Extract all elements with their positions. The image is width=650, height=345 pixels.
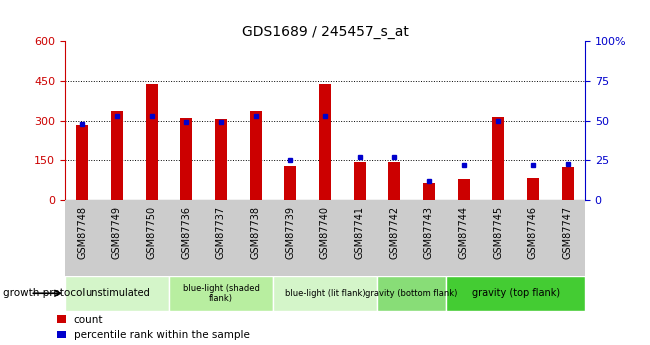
Bar [65,276,169,310]
Text: GSM87741: GSM87741 [355,206,365,259]
Bar [76,125,88,200]
Bar [388,162,400,200]
Text: GSM87737: GSM87737 [216,206,226,259]
Bar [319,84,331,200]
Bar [180,118,192,200]
Text: GSM87749: GSM87749 [112,206,122,259]
Bar [377,276,447,310]
Text: blue-light (lit flank): blue-light (lit flank) [285,289,365,298]
Text: GSM87750: GSM87750 [147,206,157,259]
Bar [169,276,273,310]
Bar [447,276,585,310]
Text: GSM87739: GSM87739 [285,206,295,259]
Text: blue-light (shaded
flank): blue-light (shaded flank) [183,284,259,303]
Text: GSM87740: GSM87740 [320,206,330,259]
Legend: count, percentile rank within the sample: count, percentile rank within the sample [57,315,250,340]
Bar [146,84,158,200]
Bar [458,179,470,200]
Text: growth protocol: growth protocol [3,288,86,298]
Text: GSM87736: GSM87736 [181,206,191,259]
Bar [250,111,262,200]
Text: GSM87742: GSM87742 [389,206,399,259]
Text: GSM87746: GSM87746 [528,206,538,259]
Bar [273,276,377,310]
Bar [111,111,123,200]
Bar [492,117,504,200]
Text: GSM87745: GSM87745 [493,206,503,259]
Text: gravity (top flank): gravity (top flank) [472,288,560,298]
Text: GSM87738: GSM87738 [251,206,261,259]
Text: GSM87744: GSM87744 [459,206,469,259]
Text: GSM87748: GSM87748 [77,206,87,259]
Text: unstimulated: unstimulated [84,288,150,298]
Title: GDS1689 / 245457_s_at: GDS1689 / 245457_s_at [242,25,408,39]
Text: GSM87743: GSM87743 [424,206,434,259]
Bar [215,119,227,200]
Bar [527,178,539,200]
Bar [423,183,435,200]
Bar [284,166,296,200]
Text: GSM87747: GSM87747 [563,206,573,259]
Bar [354,162,366,200]
Text: gravity (bottom flank): gravity (bottom flank) [365,289,458,298]
Bar [562,167,574,200]
